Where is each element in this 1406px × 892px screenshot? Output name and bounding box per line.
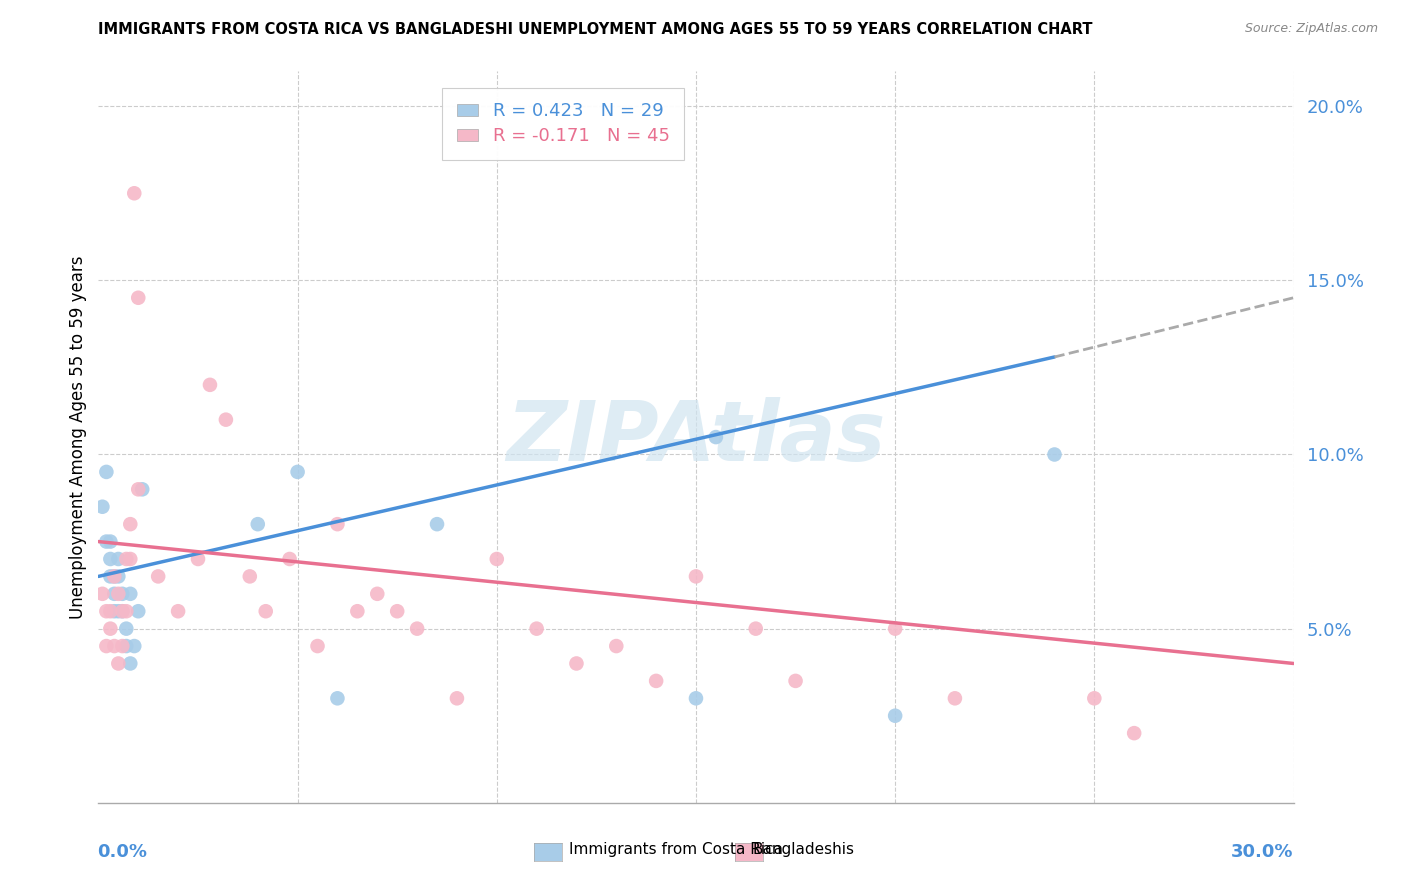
Text: Bangladeshis: Bangladeshis — [752, 842, 855, 856]
Point — [526, 622, 548, 636]
Point — [485, 552, 508, 566]
Point — [366, 587, 388, 601]
Point — [167, 604, 190, 618]
Point — [103, 587, 125, 601]
Point — [120, 552, 142, 566]
Point — [565, 657, 588, 671]
Point — [103, 569, 125, 583]
Point — [239, 569, 262, 583]
Point — [124, 639, 146, 653]
Point — [884, 708, 907, 723]
Point — [103, 569, 125, 583]
Point — [187, 552, 209, 566]
Y-axis label: Unemployment Among Ages 55 to 59 years: Unemployment Among Ages 55 to 59 years — [69, 255, 87, 619]
Point — [111, 604, 134, 618]
Point — [685, 569, 707, 583]
Point — [98, 604, 122, 618]
Point — [96, 604, 118, 618]
Point — [98, 569, 122, 583]
Point — [98, 622, 122, 636]
Point — [96, 465, 118, 479]
Legend: R = 0.423   N = 29, R = -0.171   N = 45: R = 0.423 N = 29, R = -0.171 N = 45 — [441, 87, 685, 160]
Point — [127, 483, 149, 497]
Point — [1083, 691, 1105, 706]
Text: Immigrants from Costa Rica: Immigrants from Costa Rica — [569, 842, 783, 856]
Point — [745, 622, 768, 636]
Point — [96, 534, 118, 549]
Point — [326, 517, 349, 532]
Point — [127, 291, 149, 305]
Point — [107, 552, 129, 566]
Point — [111, 639, 134, 653]
Point — [91, 500, 114, 514]
Text: Source: ZipAtlas.com: Source: ZipAtlas.com — [1244, 22, 1378, 36]
Point — [943, 691, 966, 706]
Point — [98, 534, 122, 549]
Point — [120, 587, 142, 601]
Point — [785, 673, 807, 688]
Text: IMMIGRANTS FROM COSTA RICA VS BANGLADESHI UNEMPLOYMENT AMONG AGES 55 TO 59 YEARS: IMMIGRANTS FROM COSTA RICA VS BANGLADESH… — [98, 22, 1092, 37]
Point — [287, 465, 309, 479]
Point — [446, 691, 468, 706]
Point — [307, 639, 329, 653]
Point — [103, 604, 125, 618]
Point — [107, 569, 129, 583]
Point — [645, 673, 668, 688]
Point — [124, 186, 146, 201]
Point — [107, 657, 129, 671]
Point — [884, 622, 907, 636]
Point — [215, 412, 238, 426]
Point — [98, 552, 122, 566]
Point — [704, 430, 727, 444]
Point — [198, 377, 221, 392]
Point — [127, 604, 149, 618]
Point — [91, 587, 114, 601]
Point — [115, 622, 138, 636]
Point — [111, 604, 134, 618]
Point — [120, 517, 142, 532]
Point — [115, 639, 138, 653]
Text: 30.0%: 30.0% — [1232, 843, 1294, 861]
Point — [111, 587, 134, 601]
Point — [278, 552, 301, 566]
Point — [148, 569, 170, 583]
Point — [115, 552, 138, 566]
Point — [326, 691, 349, 706]
Text: 0.0%: 0.0% — [97, 843, 148, 861]
Point — [406, 622, 429, 636]
Point — [254, 604, 277, 618]
Point — [103, 639, 125, 653]
Point — [1123, 726, 1146, 740]
Point — [605, 639, 627, 653]
Point — [246, 517, 269, 532]
Point — [685, 691, 707, 706]
Point — [346, 604, 368, 618]
Point — [96, 639, 118, 653]
Point — [107, 604, 129, 618]
Point — [131, 483, 153, 497]
Point — [115, 604, 138, 618]
Text: ZIPAtlas: ZIPAtlas — [506, 397, 886, 477]
Point — [1043, 448, 1066, 462]
Point — [120, 657, 142, 671]
Point — [385, 604, 409, 618]
Point — [426, 517, 449, 532]
Point — [107, 587, 129, 601]
